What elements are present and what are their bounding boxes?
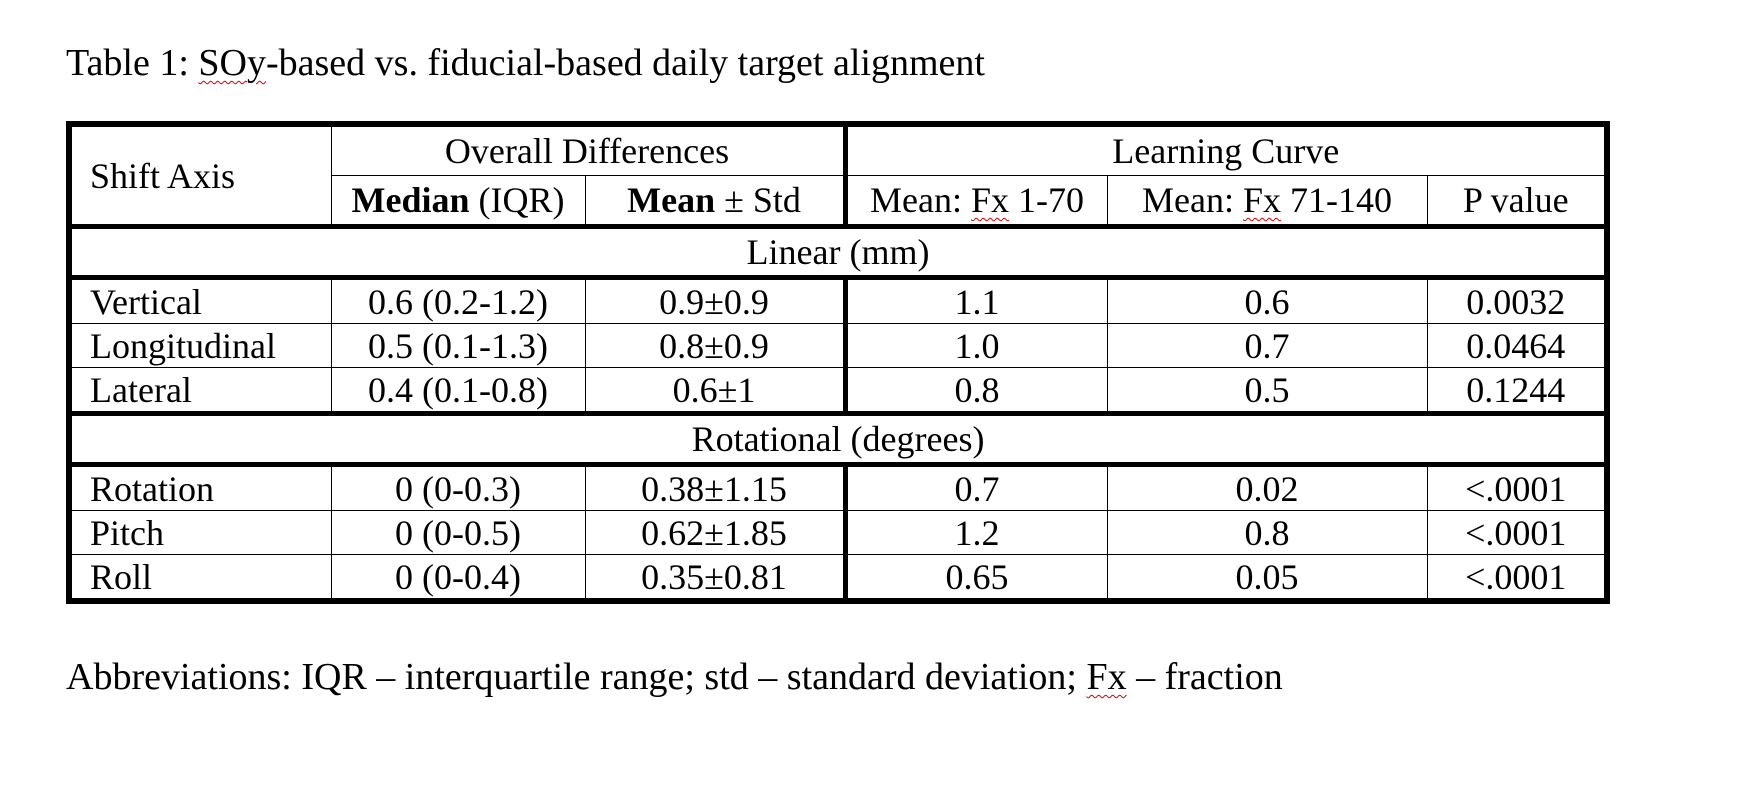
header-mean-rest: ± Std	[715, 180, 801, 220]
cell-axis: Pitch	[68, 510, 332, 555]
cell-axis: Rotation	[68, 464, 332, 511]
caption-prefix: Table 1:	[66, 42, 199, 84]
cell-mean-fx1: 1.2	[842, 510, 1108, 555]
cell-mean-std: 0.9±0.9	[584, 277, 846, 324]
section-row-rotational: Rotational (degrees)	[68, 413, 1608, 467]
cell-median: 0.6 (0.2-1.2)	[330, 277, 586, 324]
caption-suffix: -based vs. fiducial-based daily target a…	[265, 42, 985, 84]
cell-mean-fx2: 0.05	[1106, 554, 1428, 602]
cell-mean-fx2: 0.5	[1106, 367, 1428, 416]
cell-mean-fx2: 0.8	[1106, 510, 1428, 555]
alignment-table: Shift Axis Overall Differences Learning …	[66, 121, 1611, 604]
header-shift-axis: Shift Axis	[68, 123, 332, 229]
cell-mean-fx1: 1.0	[842, 323, 1108, 368]
cell-axis: Roll	[68, 554, 332, 602]
header-mean-fx1: Mean: Fx 1-70	[842, 175, 1108, 229]
header-mean-fx1-suffix: 1-70	[1009, 180, 1084, 220]
cell-mean-fx1: 1.1	[842, 277, 1108, 324]
header-mean-bold: Mean	[627, 180, 716, 220]
header-median-bold: Median	[351, 180, 470, 220]
cell-median: 0.5 (0.1-1.3)	[330, 323, 586, 368]
cell-mean-fx1: 0.8	[842, 367, 1108, 416]
header-mean-fx1-prefix: Mean:	[870, 180, 971, 220]
header-median: Median (IQR)	[330, 175, 586, 229]
header-row-2: Median (IQR) Mean ± Std Mean: Fx 1-70 Me…	[69, 175, 1608, 229]
section-row-linear: Linear (mm)	[68, 226, 1608, 280]
cell-median: 0 (0-0.3)	[330, 464, 586, 511]
cell-mean-fx2: 0.02	[1106, 464, 1428, 511]
header-median-rest: (IQR)	[469, 180, 565, 220]
section-title: Rotational (degrees)	[68, 413, 1608, 467]
caption-flagged-word: SOy	[198, 42, 266, 84]
table-row: Rotation 0 (0-0.3) 0.38±1.15 0.7 0.02 <.…	[68, 464, 1608, 511]
cell-p-value: <.0001	[1426, 464, 1608, 511]
cell-mean-std: 0.38±1.15	[584, 464, 846, 511]
header-mean-fx2-prefix: Mean:	[1142, 180, 1243, 220]
cell-axis: Longitudinal	[68, 323, 332, 368]
cell-mean-std: 0.6±1	[584, 367, 846, 416]
table-caption: Table 1: SOy-based vs. fiducial-based da…	[66, 44, 985, 82]
header-mean-fx2-suffix: 71-140	[1281, 180, 1392, 220]
cell-mean-fx2: 0.6	[1106, 277, 1428, 324]
cell-axis: Vertical	[68, 277, 332, 324]
cell-mean-std: 0.35±0.81	[584, 554, 846, 602]
cell-p-value: 0.1244	[1426, 367, 1608, 416]
cell-mean-fx1: 0.65	[842, 554, 1108, 602]
table-row: Pitch 0 (0-0.5) 0.62±1.85 1.2 0.8 <.0001	[68, 510, 1608, 555]
cell-mean-std: 0.62±1.85	[584, 510, 846, 555]
abbreviations-footnote: Abbreviations: IQR – interquartile range…	[66, 658, 1283, 696]
cell-median: 0 (0-0.4)	[330, 554, 586, 602]
table-row: Longitudinal 0.5 (0.1-1.3) 0.8±0.9 1.0 0…	[68, 323, 1608, 368]
cell-median: 0.4 (0.1-0.8)	[330, 367, 586, 416]
footnote-suffix: – fraction	[1126, 656, 1283, 698]
cell-mean-std: 0.8±0.9	[584, 323, 846, 368]
cell-p-value: 0.0464	[1426, 323, 1608, 368]
cell-p-value: 0.0032	[1426, 277, 1608, 324]
header-overall-differences: Overall Differences	[330, 123, 846, 176]
table-row: Roll 0 (0-0.4) 0.35±0.81 0.65 0.05 <.000…	[68, 554, 1608, 602]
header-row-1: Shift Axis Overall Differences Learning …	[68, 123, 1608, 229]
section-title: Linear (mm)	[68, 226, 1608, 280]
cell-p-value: <.0001	[1426, 510, 1608, 555]
cell-axis: Lateral	[68, 367, 332, 416]
header-mean-fx1-fx: Fx	[970, 180, 1009, 220]
cell-median: 0 (0-0.5)	[330, 510, 586, 555]
footnote-flagged-word: Fx	[1086, 656, 1127, 698]
header-p-value: P value	[1426, 175, 1608, 229]
footnote-prefix: Abbreviations: IQR – interquartile range…	[66, 656, 1087, 698]
cell-mean-fx2: 0.7	[1106, 323, 1428, 368]
header-learning-curve: Learning Curve	[842, 123, 1608, 176]
table-row: Vertical 0.6 (0.2-1.2) 0.9±0.9 1.1 0.6 0…	[68, 277, 1608, 324]
table-row: Lateral 0.4 (0.1-0.8) 0.6±1 0.8 0.5 0.12…	[68, 367, 1608, 416]
header-mean-fx2-fx: Fx	[1242, 180, 1281, 220]
cell-p-value: <.0001	[1426, 554, 1608, 602]
cell-mean-fx1: 0.7	[842, 464, 1108, 511]
header-mean-fx2: Mean: Fx 71-140	[1106, 175, 1428, 229]
header-mean: Mean ± Std	[584, 175, 846, 229]
